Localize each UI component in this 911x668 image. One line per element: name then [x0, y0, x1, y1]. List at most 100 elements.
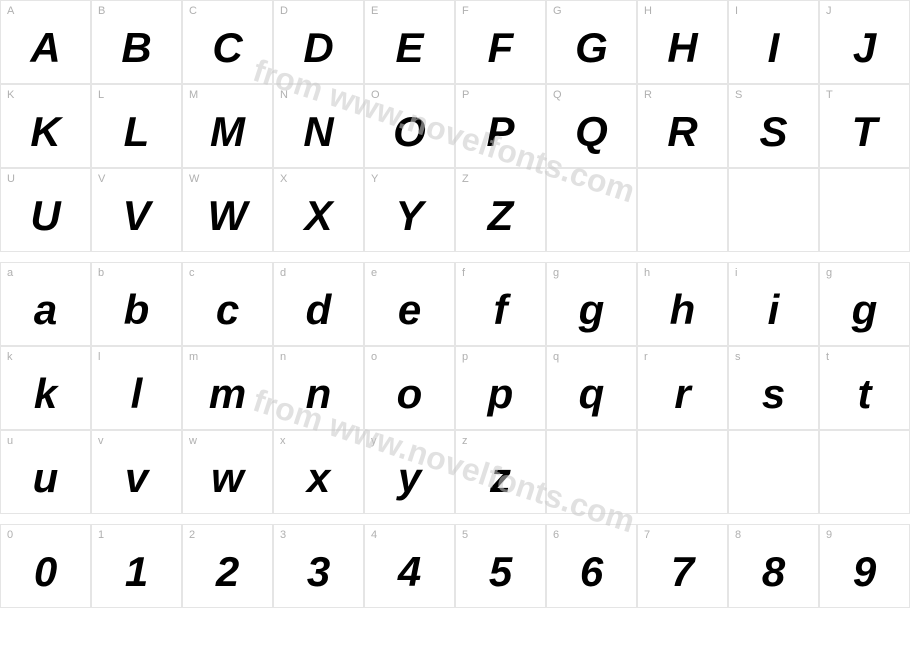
- glyph-label: g: [553, 267, 559, 279]
- glyph-label: p: [462, 351, 468, 363]
- glyph-cell: gg: [819, 262, 910, 346]
- glyph: 0: [1, 525, 90, 607]
- glyph-cell: AA: [0, 0, 91, 84]
- glyph: f: [456, 263, 545, 345]
- glyph-cell: ss: [728, 346, 819, 430]
- glyph-label: J: [826, 5, 832, 17]
- glyph-label: H: [644, 5, 652, 17]
- glyph-label: Y: [371, 173, 378, 185]
- glyph-cell: JJ: [819, 0, 910, 84]
- glyph-cell: PP: [455, 84, 546, 168]
- glyph-cell: XX: [273, 168, 364, 252]
- glyph-cell: YY: [364, 168, 455, 252]
- glyph-cell: [546, 168, 637, 252]
- glyph-cell: NN: [273, 84, 364, 168]
- glyph-cell: uu: [0, 430, 91, 514]
- glyph-label: V: [98, 173, 105, 185]
- chart-row: UUVVWWXXYYZZ: [0, 168, 910, 252]
- glyph-cell: vv: [91, 430, 182, 514]
- glyph-cell: ee: [364, 262, 455, 346]
- glyph-cell: xx: [273, 430, 364, 514]
- glyph-cell: yy: [364, 430, 455, 514]
- glyph-label: 6: [553, 529, 559, 541]
- glyph: Y: [365, 169, 454, 251]
- glyph-cell: RR: [637, 84, 728, 168]
- glyph-cell: EE: [364, 0, 455, 84]
- glyph-label: c: [189, 267, 195, 279]
- glyph-label: F: [462, 5, 469, 17]
- glyph-cell: GG: [546, 0, 637, 84]
- glyph-cell: OO: [364, 84, 455, 168]
- glyph-cell: [637, 168, 728, 252]
- glyph-cell: WW: [182, 168, 273, 252]
- chart-row: aabbccddeeffgghhiigg: [0, 262, 910, 346]
- font-character-chart: AABBCCDDEEFFGGHHIIJJKKLLMMNNOOPPQQRRSSTT…: [0, 0, 910, 608]
- glyph: l: [92, 347, 181, 429]
- glyph-cell: ZZ: [455, 168, 546, 252]
- glyph-label: W: [189, 173, 199, 185]
- chart-row: uuvvwwxxyyzz: [0, 430, 910, 514]
- glyph: a: [1, 263, 90, 345]
- glyph-label: E: [371, 5, 378, 17]
- glyph-cell: ff: [455, 262, 546, 346]
- glyph-label: X: [280, 173, 287, 185]
- glyph-label: Q: [553, 89, 562, 101]
- glyph-cell: KK: [0, 84, 91, 168]
- glyph-cell: 77: [637, 524, 728, 608]
- glyph-label: 2: [189, 529, 195, 541]
- glyph-cell: VV: [91, 168, 182, 252]
- glyph-label: y: [371, 435, 377, 447]
- glyph: 4: [365, 525, 454, 607]
- glyph: B: [92, 1, 181, 83]
- glyph: K: [1, 85, 90, 167]
- glyph: h: [638, 263, 727, 345]
- glyph: o: [365, 347, 454, 429]
- glyph-cell: ww: [182, 430, 273, 514]
- glyph: 5: [456, 525, 545, 607]
- glyph-cell: oo: [364, 346, 455, 430]
- glyph: g: [820, 263, 909, 345]
- glyph-label: n: [280, 351, 286, 363]
- chart-row: AABBCCDDEEFFGGHHIIJJ: [0, 0, 910, 84]
- glyph: S: [729, 85, 818, 167]
- glyph-label: 8: [735, 529, 741, 541]
- glyph: d: [274, 263, 363, 345]
- glyph-cell: 22: [182, 524, 273, 608]
- glyph-cell: mm: [182, 346, 273, 430]
- glyph: 8: [729, 525, 818, 607]
- glyph: A: [1, 1, 90, 83]
- glyph-label: I: [735, 5, 738, 17]
- glyph-label: f: [462, 267, 465, 279]
- glyph-cell: MM: [182, 84, 273, 168]
- glyph-label: z: [462, 435, 468, 447]
- glyph: s: [729, 347, 818, 429]
- glyph-cell: bb: [91, 262, 182, 346]
- glyph-cell: 55: [455, 524, 546, 608]
- glyph-label: s: [735, 351, 741, 363]
- glyph-cell: 88: [728, 524, 819, 608]
- glyph-cell: [637, 430, 728, 514]
- glyph-cell: 33: [273, 524, 364, 608]
- glyph: n: [274, 347, 363, 429]
- glyph-cell: SS: [728, 84, 819, 168]
- glyph-cell: aa: [0, 262, 91, 346]
- chart-row: 00112233445566778899: [0, 524, 910, 608]
- glyph-cell: 99: [819, 524, 910, 608]
- glyph-label: 4: [371, 529, 377, 541]
- glyph: v: [92, 431, 181, 513]
- glyph: T: [820, 85, 909, 167]
- glyph: p: [456, 347, 545, 429]
- glyph-label: P: [462, 89, 469, 101]
- glyph-cell: TT: [819, 84, 910, 168]
- glyph-cell: nn: [273, 346, 364, 430]
- glyph-cell: dd: [273, 262, 364, 346]
- glyph: t: [820, 347, 909, 429]
- glyph-label: 5: [462, 529, 468, 541]
- glyph-cell: cc: [182, 262, 273, 346]
- glyph: 6: [547, 525, 636, 607]
- glyph-cell: HH: [637, 0, 728, 84]
- glyph-label: a: [7, 267, 13, 279]
- glyph-label: u: [7, 435, 13, 447]
- glyph: E: [365, 1, 454, 83]
- glyph-cell: tt: [819, 346, 910, 430]
